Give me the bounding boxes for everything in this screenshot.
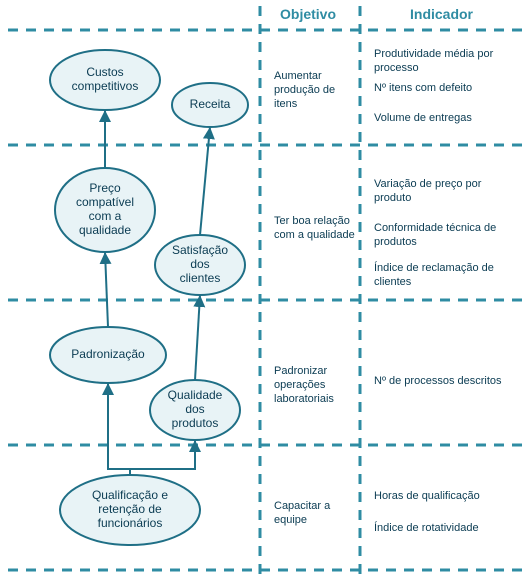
edge <box>200 127 210 235</box>
node-label-qualprod: Qualidadedosprodutos <box>150 380 240 440</box>
node-label-satisf: Satisfaçãodosclientes <box>155 235 245 295</box>
edge <box>105 252 108 327</box>
indicador-1: Nº itens com defeito <box>374 82 518 96</box>
indicador-3: Variação de preço por produto <box>374 178 518 206</box>
objetivo-3: Capacitar a equipe <box>274 500 356 528</box>
objetivo-0: Aumentar produção de itens <box>274 70 356 111</box>
node-label-qualif: Qualificação eretenção defuncionários <box>60 475 200 545</box>
node-label-preco: Preçocompatívelcom aqualidade <box>55 168 155 252</box>
indicador-5: Índice de reclamação de clientes <box>374 262 518 290</box>
node-label-padron: Padronização <box>50 327 166 383</box>
indicador-0: Produtividade média por processo <box>374 48 518 76</box>
edge <box>195 295 200 380</box>
objetivo-2: Padronizar operações laboratoriais <box>274 365 356 406</box>
edge <box>108 383 130 475</box>
objetivo-1: Ter boa relação com a qualidade <box>274 215 356 243</box>
indicador-2: Volume de entregas <box>374 112 518 126</box>
indicador-8: Índice de rotatividade <box>374 522 518 536</box>
indicador-4: Conformidade técnica de produtos <box>374 222 518 250</box>
indicador-7: Horas de qualificação <box>374 490 518 504</box>
node-label-custos: Custoscompetitivos <box>50 50 160 110</box>
node-label-receita: Receita <box>172 83 248 127</box>
indicador-6: Nº de processos descritos <box>374 375 518 389</box>
